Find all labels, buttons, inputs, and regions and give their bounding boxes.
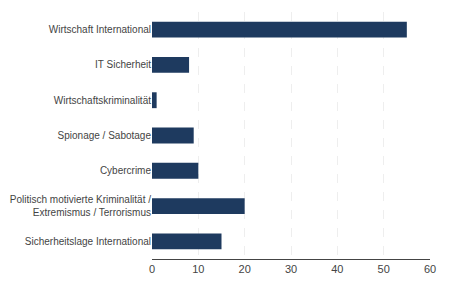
- svg-text:60: 60: [424, 263, 436, 275]
- svg-text:0: 0: [149, 263, 155, 275]
- svg-text:20: 20: [239, 263, 251, 275]
- svg-text:Cybercrime: Cybercrime: [100, 165, 152, 176]
- svg-text:30: 30: [285, 263, 297, 275]
- svg-text:10: 10: [192, 263, 204, 275]
- svg-text:40: 40: [331, 263, 343, 275]
- svg-text:Politisch motivierte Kriminali: Politisch motivierte Kriminalität /Extre…: [10, 194, 151, 218]
- svg-text:IT Sicherheit: IT Sicherheit: [95, 59, 151, 70]
- svg-text:Spionage / Sabotage: Spionage / Sabotage: [58, 130, 152, 141]
- svg-text:Sicherheitslage International: Sicherheitslage International: [25, 236, 151, 247]
- svg-text:50: 50: [378, 263, 390, 275]
- svg-text:Wirtschaft International: Wirtschaft International: [49, 24, 151, 35]
- svg-text:Wirtschaftskriminalität: Wirtschaftskriminalität: [54, 95, 151, 106]
